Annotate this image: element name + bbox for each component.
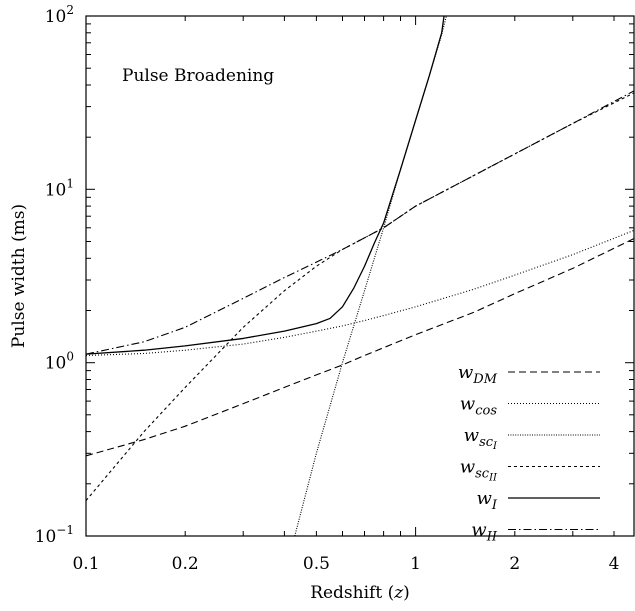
y-tick-label: 100 [45,350,74,374]
legend-label: wscI [464,425,498,452]
legend-label: wI [476,488,497,513]
chart-annotation: Pulse Broadening [122,66,274,86]
legend-label: wscII [460,457,498,484]
legend-label: wcos [460,394,498,419]
plot-frame [85,15,635,537]
y-tick-label: 102 [45,3,74,27]
series-line-w-sci [294,16,447,536]
series-line-w-i [86,16,445,355]
legend-label: wDM [458,362,498,387]
series-line-w-scii [86,92,634,501]
x-tick-label: 0.5 [303,554,330,574]
x-tick-label: 0.2 [172,554,199,574]
series-line-w-dm [86,238,634,457]
x-tick-label: 4 [609,554,620,574]
y-tick-label: 10−1 [35,523,74,547]
legend-label: wII [471,520,498,545]
x-tick-label: 1 [410,554,421,574]
x-tick-label: 0.1 [72,554,99,574]
y-axis-title: Pulse width (ms) [9,204,29,348]
legend: wDM wcos wscI wscII wI wII [458,362,600,545]
x-axis-title: Redshift (z) [310,583,410,603]
y-tick-label: 101 [45,176,74,200]
x-tick-label: 2 [509,554,520,574]
